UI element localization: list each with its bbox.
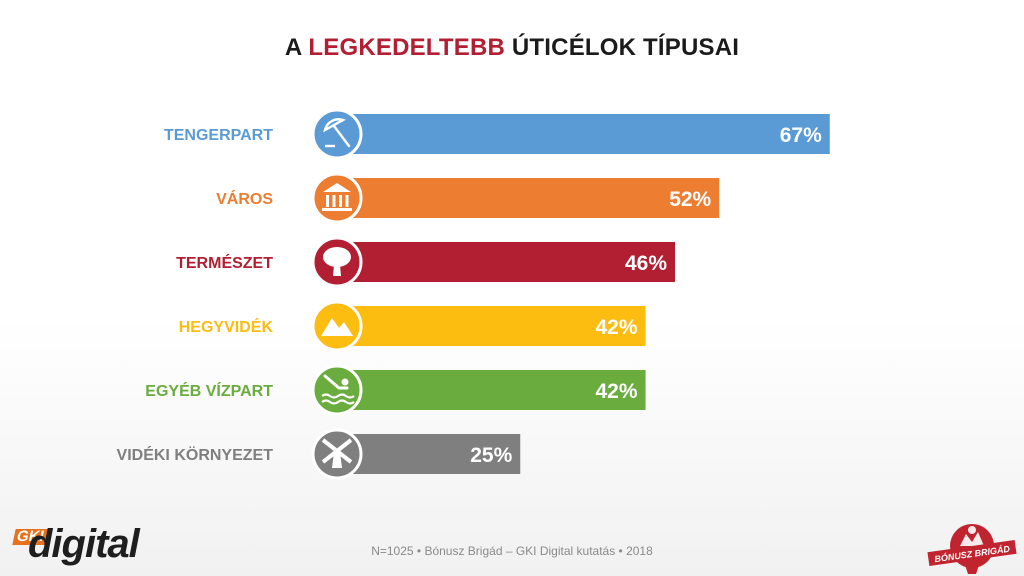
- tree-crown: [323, 247, 351, 267]
- value-label: 25%: [470, 444, 512, 467]
- value-label: 42%: [596, 380, 638, 403]
- chart-title: A LEGKEDELTEBB ÚTICÉLOK TÍPUSAI: [0, 34, 1024, 62]
- bar: [336, 434, 521, 474]
- tree-trunk: [333, 265, 341, 276]
- title-part-2: ÚTICÉLOK TÍPUSAI: [505, 34, 740, 61]
- bar: [336, 178, 720, 218]
- umbrella-pole: [332, 124, 351, 148]
- building-column: [345, 195, 349, 207]
- wave-1: [321, 393, 355, 399]
- swimmer-head: [341, 378, 349, 386]
- digital-logo-text: digital: [28, 522, 140, 566]
- icon-badge: [311, 108, 363, 160]
- bonusz-brigad-logo: BÓNUSZ BRIGÁD: [927, 524, 1017, 574]
- category-label: EGYÉB VÍZPART: [145, 381, 273, 400]
- value-label: 67%: [780, 124, 822, 147]
- category-label: TENGERPART: [164, 127, 273, 144]
- city-building-icon: [311, 172, 363, 224]
- mountain-shape: [321, 318, 353, 336]
- icon-badge: [311, 364, 363, 416]
- title-highlight: LEGKEDELTEBB: [308, 34, 506, 61]
- building-column: [332, 195, 336, 207]
- building-roof: [323, 183, 351, 192]
- beach-umbrella-icon: [311, 108, 363, 160]
- category-label: TERMÉSZET: [176, 253, 273, 272]
- bar: [336, 370, 646, 410]
- bar: [336, 114, 830, 154]
- windmill-blade-2: [321, 438, 353, 464]
- category-label: VIDÉKI KÖRNYEZET: [117, 445, 274, 464]
- building-base: [322, 208, 352, 211]
- windmill-icon: [311, 428, 363, 480]
- bar: [336, 242, 676, 282]
- wave-2: [321, 399, 355, 405]
- category-label: VÁROS: [216, 189, 273, 208]
- swimmer-icon: [311, 364, 363, 416]
- umbrella-canopy: [323, 118, 346, 133]
- tree-icon: [311, 236, 363, 288]
- value-label: 46%: [625, 252, 667, 275]
- bar: [336, 306, 646, 346]
- category-label: HEGYVIDÉK: [179, 317, 274, 336]
- windmill-tower: [332, 452, 342, 468]
- building-column: [339, 195, 342, 207]
- swimmer-body: [323, 374, 349, 390]
- footer-note: N=1025 • Bónusz Brigád – GKI Digital kut…: [371, 544, 653, 558]
- title-part-1: A: [284, 34, 309, 61]
- building-column: [326, 195, 329, 207]
- value-label: 52%: [669, 188, 711, 211]
- mountain-icon: [311, 300, 363, 352]
- icon-badge: [311, 172, 363, 224]
- value-label: 42%: [596, 316, 638, 339]
